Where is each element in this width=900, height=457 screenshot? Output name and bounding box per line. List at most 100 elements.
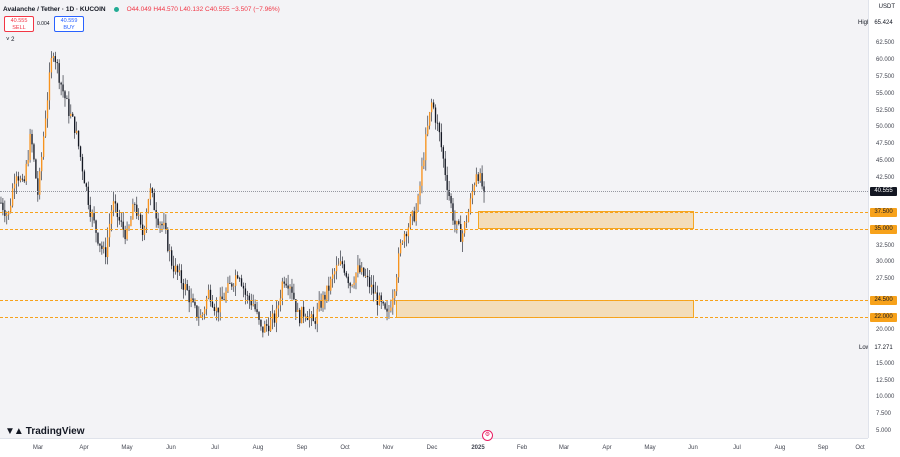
candle (149, 183, 152, 206)
candle (89, 196, 91, 222)
candle (269, 310, 272, 333)
candle (205, 295, 208, 316)
sell-button[interactable]: 40.555 SELL (4, 16, 34, 32)
level-line-37500[interactable] (0, 212, 868, 213)
candle (17, 171, 20, 187)
level-tag-35000: 35.000 (870, 225, 897, 234)
candle (264, 320, 266, 333)
level-line-22000[interactable] (0, 317, 868, 318)
candle (351, 284, 353, 288)
candle (365, 268, 367, 278)
symbol-header[interactable]: Avalanche / Tether · 1D · KUCOIN O44.049… (3, 3, 280, 15)
buy-button[interactable]: 40.559 BUY (54, 16, 84, 32)
candle (221, 286, 223, 300)
candle (130, 216, 132, 227)
candle (188, 285, 190, 313)
candle (68, 91, 70, 124)
candle (394, 289, 396, 305)
candle (347, 273, 349, 289)
candle (471, 183, 474, 205)
candle (64, 89, 66, 107)
spread-value: 0.004 (37, 21, 50, 27)
high-label: High (858, 20, 871, 26)
candle (353, 276, 355, 289)
candle (233, 283, 235, 292)
chart-area[interactable]: Avalanche / Tether · 1D · KUCOIN O44.049… (0, 0, 871, 438)
candle (260, 319, 262, 331)
candle (337, 258, 340, 266)
candle (330, 276, 332, 295)
level-line-24500[interactable] (0, 300, 868, 301)
symbol-title[interactable]: Avalanche / Tether · 1D · KUCOIN (3, 5, 106, 13)
time-tick-label: Nov (382, 445, 394, 451)
candle (161, 221, 163, 233)
time-tick-label: May (644, 445, 656, 451)
price-tick-label: 62.500 (876, 40, 895, 46)
price-tick-label: 7.500 (876, 411, 892, 418)
candle (229, 275, 231, 284)
candle (244, 282, 247, 305)
candle (463, 221, 466, 237)
candle (235, 269, 237, 297)
candle (421, 157, 423, 194)
candle (31, 129, 33, 153)
time-tick-label: Jun (688, 445, 698, 451)
level-line-35000[interactable] (0, 229, 868, 230)
currency-label[interactable]: USDT (878, 4, 895, 10)
candle (217, 307, 219, 322)
candle (155, 202, 157, 228)
level-tag-37500: 37.500 (870, 208, 897, 217)
candle (283, 276, 285, 288)
candle (209, 284, 212, 307)
candle (99, 243, 101, 253)
candle (368, 270, 371, 294)
candle (343, 260, 346, 276)
candle (399, 239, 402, 257)
candle (184, 278, 186, 296)
candle (236, 271, 239, 280)
candle (35, 158, 37, 179)
candle (108, 213, 111, 247)
candle (438, 121, 441, 142)
candle (227, 276, 229, 293)
candle (48, 62, 51, 110)
current-price-line (0, 191, 868, 192)
time-axis[interactable]: Mar Apr May Jun Jul Aug Sep Oct Nov Dec 2025 Feb Mar… (0, 438, 868, 457)
candle (143, 225, 146, 241)
price-tick-label: 57.500 (876, 73, 895, 80)
replay-icon[interactable]: ⚙ (482, 430, 493, 441)
indicators-toggle[interactable]: ˅ 2 (6, 37, 15, 43)
candlestick-series (0, 51, 485, 338)
candle (174, 258, 177, 275)
candle (105, 237, 107, 265)
candle (425, 127, 427, 171)
tradingview-logo-text: TradingView (25, 426, 85, 437)
level-tag-24500: 24.500 (870, 296, 897, 305)
time-tick-label: Jul (211, 445, 219, 451)
demand-zone-lower[interactable] (396, 300, 694, 318)
candle (110, 205, 113, 232)
candle (273, 310, 276, 327)
candle (136, 196, 138, 220)
time-tick-label: 2025 (471, 445, 485, 451)
supply-zone-upper[interactable] (478, 211, 694, 229)
candle (446, 166, 448, 200)
candle (469, 193, 472, 215)
candle (390, 299, 392, 313)
candle (401, 240, 404, 246)
time-tick-label: Oct (340, 445, 350, 451)
tradingview-logo[interactable]: ▼▲ TradingView (5, 426, 85, 437)
price-axis[interactable]: USDT (868, 0, 900, 438)
candle (409, 213, 411, 230)
candle (167, 227, 169, 253)
candle (458, 219, 460, 226)
candle (361, 262, 363, 275)
buy-label: BUY (63, 25, 75, 31)
candle (79, 145, 82, 161)
price-tick-label: 30.000 (876, 259, 895, 266)
candle (151, 187, 153, 198)
candle (116, 202, 119, 228)
candle (103, 241, 105, 254)
candle (415, 203, 417, 226)
